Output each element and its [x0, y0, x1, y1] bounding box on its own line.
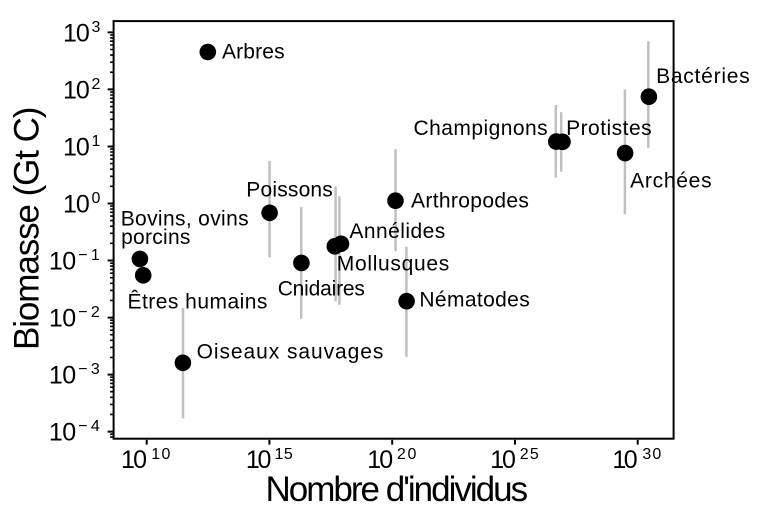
svg-text:10: 10: [63, 76, 90, 104]
svg-text:Bovins, ovins: Bovins, ovins: [121, 208, 249, 231]
svg-text:10: 10: [246, 446, 272, 474]
svg-text:10: 10: [121, 446, 147, 474]
svg-text:20: 20: [397, 446, 417, 463]
svg-text:10: 10: [151, 446, 170, 463]
svg-text:10: 10: [490, 446, 516, 474]
svg-text:Poissons: Poissons: [246, 179, 332, 202]
svg-text:Nématodes: Nématodes: [419, 289, 529, 312]
svg-text:10: 10: [367, 446, 393, 474]
svg-text:Champignons: Champignons: [414, 117, 548, 140]
svg-text:Cnidaires: Cnidaires: [278, 278, 365, 301]
svg-text:Nombre d'individus: Nombre d'individus: [266, 470, 529, 509]
svg-text:Annélides: Annélides: [349, 220, 445, 243]
svg-text:porcins: porcins: [121, 226, 190, 249]
svg-text:0: 0: [92, 190, 101, 207]
svg-text:10: 10: [49, 248, 76, 276]
svg-text:Êtres humains: Êtres humains: [128, 291, 268, 314]
svg-text:Archées: Archées: [630, 169, 712, 192]
svg-text:10: 10: [63, 191, 90, 219]
svg-text:10: 10: [63, 134, 90, 162]
svg-text:Oiseaux sauvages: Oiseaux sauvages: [197, 340, 384, 363]
svg-text:10: 10: [49, 305, 76, 333]
svg-text:Biomasse (Gt C): Biomasse (Gt C): [8, 107, 47, 350]
svg-text:Bactéries: Bactéries: [656, 65, 750, 88]
svg-text:30: 30: [642, 446, 661, 463]
svg-text:10: 10: [49, 419, 76, 447]
svg-text:25: 25: [520, 446, 539, 463]
svg-text:10: 10: [63, 19, 90, 47]
svg-text:Protistes: Protistes: [566, 117, 652, 140]
svg-text:Arbres: Arbres: [222, 40, 285, 63]
svg-text:3: 3: [92, 19, 101, 36]
svg-text:2: 2: [92, 76, 101, 93]
svg-text:15: 15: [275, 446, 293, 463]
svg-text:Arthropodes: Arthropodes: [411, 189, 529, 212]
svg-text:Mollusques: Mollusques: [337, 252, 449, 275]
svg-text:10: 10: [612, 446, 637, 474]
svg-text:1: 1: [92, 133, 101, 150]
svg-text:10: 10: [49, 362, 76, 390]
